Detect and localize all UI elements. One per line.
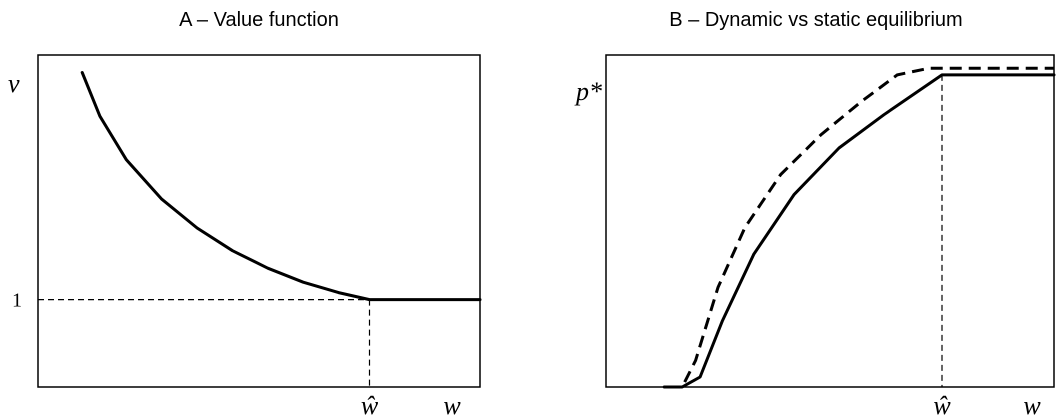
panel-b-plot-frame: [605, 54, 1055, 388]
panel-a-x-tick-label: ŵ: [361, 391, 379, 418]
panel-a: A – Value function v 1 ŵ w: [8, 9, 482, 418]
panel-b-x-tick-label: ŵ: [933, 391, 951, 418]
panel-b-title: B – Dynamic vs static equilibrium: [669, 9, 962, 31]
panel-a-y-axis-label: v: [8, 69, 20, 98]
panel-a-value-curve: [80, 71, 482, 302]
panel-a-y-tick-label: 1: [12, 290, 22, 312]
panel-a-plot-frame: [37, 54, 481, 388]
panel-b-dynamic-curve: [662, 73, 1056, 389]
panel-b-y-axis-label: p*: [574, 77, 602, 106]
panel-a-title: A – Value function: [179, 9, 339, 31]
panel-a-x-axis-label: w: [443, 391, 461, 418]
panel-b: B – Dynamic vs static equilibrium p* ŵ w: [574, 9, 1056, 418]
panel-b-static-curve: [668, 66, 1054, 389]
panel-b-x-axis-label: w: [1023, 391, 1041, 418]
